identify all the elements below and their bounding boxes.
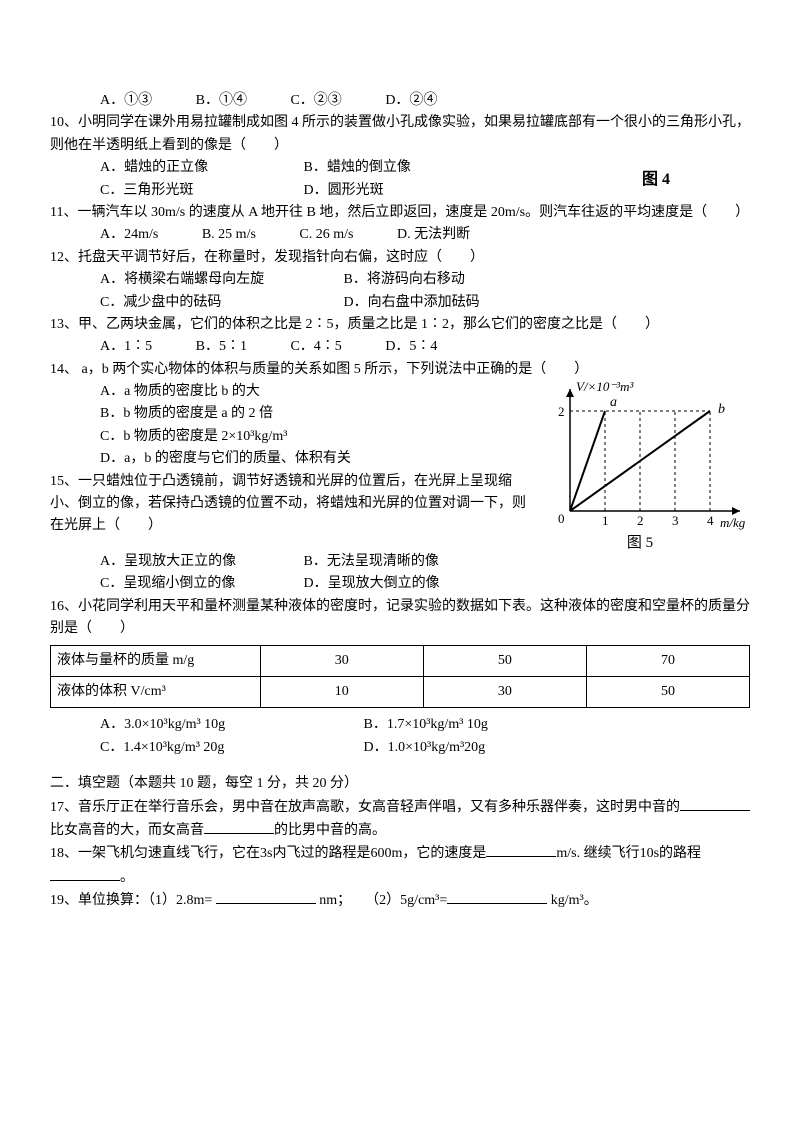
svg-text:2: 2 xyxy=(558,404,565,419)
q19-blank-2[interactable] xyxy=(447,889,547,904)
svg-text:4: 4 xyxy=(707,513,714,528)
q18: 18、一架飞机匀速直线飞行，它在3s内飞过的路程是600m，它的速度是 m/s. … xyxy=(50,842,750,889)
q16-text: 16、小花同学利用天平和量杯测量某种液体的密度时，记录实验的数据如下表。这种液体… xyxy=(50,596,750,641)
q18-blank-1[interactable] xyxy=(486,842,556,857)
svg-text:3: 3 xyxy=(672,513,679,528)
q9-options: A．①③ B．①④ C．②③ D．②④ xyxy=(50,90,750,112)
table-h3: 70 xyxy=(586,645,749,676)
q12-text: 12、托盘天平调节好后，在称量时，发现指针向右偏，这时应（ ） xyxy=(50,247,750,269)
q16-options: A．3.0×10³kg/m³ 10g B．1.7×10³kg/m³ 10g C．… xyxy=(50,714,750,759)
q9-opt-b: B．①④ xyxy=(196,90,247,112)
q17-blank-1[interactable] xyxy=(680,796,750,811)
figure-5-chart: 2 0 1 2 3 4 V/×10⁻³m³ m/kg a b 图 5 xyxy=(540,381,750,551)
q17: 17、音乐厅正在举行音乐会，男中音在放声高歌，女高音轻声伴唱，又有多种乐器伴奏，… xyxy=(50,796,750,843)
q14-options: A．a 物质的密度比 b 的大 B．b 物质的密度是 a 的 2 倍 C．b 物… xyxy=(50,381,540,471)
q14-opt-c: C．b 物质的密度是 2×10³kg/m³ xyxy=(100,426,540,448)
q18-post: 。 xyxy=(120,870,134,885)
q14-opt-a: A．a 物质的密度比 b 的大 xyxy=(100,381,540,403)
q13-opt-d: D．5∶4 xyxy=(385,336,437,358)
q16-table: 液体与量杯的质量 m/g 30 50 70 液体的体积 V/cm³ 10 30 … xyxy=(50,645,750,709)
q11-opt-a: A．24m/s xyxy=(100,224,158,246)
table-h2: 50 xyxy=(423,645,586,676)
q16-opt-d: D．1.0×10³kg/m³20g xyxy=(364,740,486,755)
q13-opt-c: C．4∶5 xyxy=(290,336,341,358)
q13-opt-a: A．1∶5 xyxy=(100,336,152,358)
q15-options: A．呈现放大正立的像 B．无法呈现清晰的像 C．呈现缩小倒立的像 D．呈现放大倒… xyxy=(50,551,750,596)
q18-mid: m/s. 继续飞行10s的路程 xyxy=(556,846,701,861)
q17-pre: 17、音乐厅正在举行音乐会，男中音在放声高歌，女高音轻声伴唱，又有多种乐器伴奏，… xyxy=(50,800,680,815)
q11-opt-c: C. 26 m/s xyxy=(299,224,353,246)
figure-4-label: 图 4 xyxy=(642,167,750,193)
q10-text: 10、小明同学在课外用易拉罐制成如图 4 所示的装置做小孔成像实验，如果易拉罐底… xyxy=(50,112,750,157)
q16-opt-a: A．3.0×10³kg/m³ 10g xyxy=(100,714,360,736)
q16-opt-c: C．1.4×10³kg/m³ 20g xyxy=(100,737,360,759)
q12-opt-d: D．向右盘中添加砝码 xyxy=(344,295,480,310)
q10-options: A．蜡烛的正立像 B．蜡烛的倒立像 C．三角形光斑 D．圆形光斑 图 4 xyxy=(50,157,750,202)
q15-opt-c: C．呈现缩小倒立的像 xyxy=(100,573,300,595)
q10-opt-d: D．圆形光斑 xyxy=(304,183,384,198)
q9-opt-d: D．②④ xyxy=(385,90,437,112)
q12-opt-c: C．减少盘中的砝码 xyxy=(100,292,340,314)
table-h1: 30 xyxy=(260,645,423,676)
q13-text: 13、甲、乙两块金属，它们的体积之比是 2∶5，质量之比是 1∶2，那么它们的密… xyxy=(50,314,750,336)
q9-opt-a: A．①③ xyxy=(100,90,152,112)
series-b-label: b xyxy=(718,402,725,417)
q12-opt-b: B．将游码向右移动 xyxy=(344,272,465,287)
svg-text:2: 2 xyxy=(637,513,644,528)
q14-opt-b: B．b 物质的密度是 a 的 2 倍 xyxy=(100,403,540,425)
q11-text: 11、一辆汽车以 30m/s 的速度从 A 地开往 B 地，然后立即返回，速度是… xyxy=(50,202,750,224)
q19-pre: 19、单位换算：（1）2.8m= xyxy=(50,893,216,908)
figure-5-label: 图 5 xyxy=(627,534,653,551)
q18-pre: 18、一架飞机匀速直线飞行，它在3s内飞过的路程是600m，它的速度是 xyxy=(50,846,486,861)
svg-text:0: 0 xyxy=(558,511,565,526)
q10-opt-a: A．蜡烛的正立像 xyxy=(100,157,300,179)
q14-text: 14、 a，b 两个实心物体的体积与质量的关系如图 5 所示，下列说法中正确的是… xyxy=(50,359,750,381)
q15-opt-a: A．呈现放大正立的像 xyxy=(100,551,300,573)
table-h0: 液体与量杯的质量 m/g xyxy=(51,645,261,676)
svg-text:1: 1 xyxy=(602,513,609,528)
q13-options: A．1∶5 B．5∶1 C．4∶5 D．5∶4 xyxy=(50,336,750,358)
q12-options: A．将横梁右端螺母向左旋 B．将游码向右移动 C．减少盘中的砝码 D．向右盘中添… xyxy=(50,269,750,314)
q18-blank-2[interactable] xyxy=(50,866,120,881)
q10-opt-b: B．蜡烛的倒立像 xyxy=(304,160,411,175)
chart-xlabel: m/kg xyxy=(720,515,746,530)
q15-text: 15、一只蜡烛位于凸透镜前，调节好透镜和光屏的位置后，在光屏上呈现缩小、倒立的像… xyxy=(50,471,540,538)
q11-options: A．24m/s B. 25 m/s C. 26 m/s D. 无法判断 xyxy=(50,224,750,246)
q9-opt-c: C．②③ xyxy=(290,90,341,112)
q14-opt-d: D．a，b 的密度与它们的质量、体积有关 xyxy=(100,448,540,470)
q17-blank-2[interactable] xyxy=(204,819,274,834)
q17-post: 的比男中音的高。 xyxy=(274,823,386,838)
q19-post: kg/m³。 xyxy=(547,893,597,908)
table-r0c2: 30 xyxy=(423,677,586,708)
table-r0c0: 液体的体积 V/cm³ xyxy=(51,677,261,708)
q19-mid: nm； （2）5g/cm³= xyxy=(316,893,447,908)
table-r0c1: 10 xyxy=(260,677,423,708)
section-2-heading: 二．填空题（本题共 10 题，每空 1 分，共 20 分） xyxy=(50,773,750,795)
q15-opt-b: B．无法呈现清晰的像 xyxy=(304,554,439,569)
q17-mid: 比女高音的大，而女高音 xyxy=(50,823,204,838)
q16-opt-b: B．1.7×10³kg/m³ 10g xyxy=(364,717,488,732)
q11-opt-d: D. 无法判断 xyxy=(397,224,470,246)
q13-opt-b: B．5∶1 xyxy=(196,336,247,358)
q19-blank-1[interactable] xyxy=(216,889,316,904)
table-r0c3: 50 xyxy=(586,677,749,708)
series-a-label: a xyxy=(610,395,617,410)
chart-ylabel: V/×10⁻³m³ xyxy=(576,381,634,394)
q19: 19、单位换算：（1）2.8m= nm； （2）5g/cm³= kg/m³。 xyxy=(50,889,750,912)
q15-opt-d: D．呈现放大倒立的像 xyxy=(304,576,440,591)
q12-opt-a: A．将横梁右端螺母向左旋 xyxy=(100,269,340,291)
q11-opt-b: B. 25 m/s xyxy=(202,224,256,246)
q10-opt-c: C．三角形光斑 xyxy=(100,180,300,202)
